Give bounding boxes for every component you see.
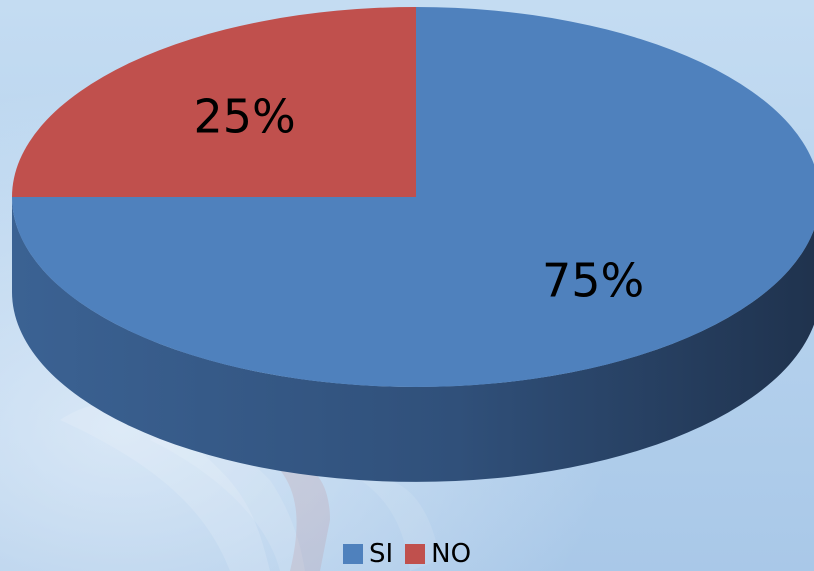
legend: SI NO bbox=[0, 537, 814, 571]
data-label-si: 75% bbox=[542, 253, 644, 307]
legend-item-si: SI bbox=[342, 539, 394, 569]
data-label-no: 25% bbox=[193, 89, 295, 143]
legend-label-no: NO bbox=[431, 539, 472, 569]
pie-side-wall bbox=[12, 197, 814, 482]
legend-item-no: NO bbox=[405, 539, 471, 569]
legend-label-si: SI bbox=[368, 539, 394, 569]
legend-swatch-no bbox=[405, 544, 426, 564]
legend-swatch-si bbox=[342, 544, 363, 564]
pie-slice-no bbox=[12, 7, 416, 197]
